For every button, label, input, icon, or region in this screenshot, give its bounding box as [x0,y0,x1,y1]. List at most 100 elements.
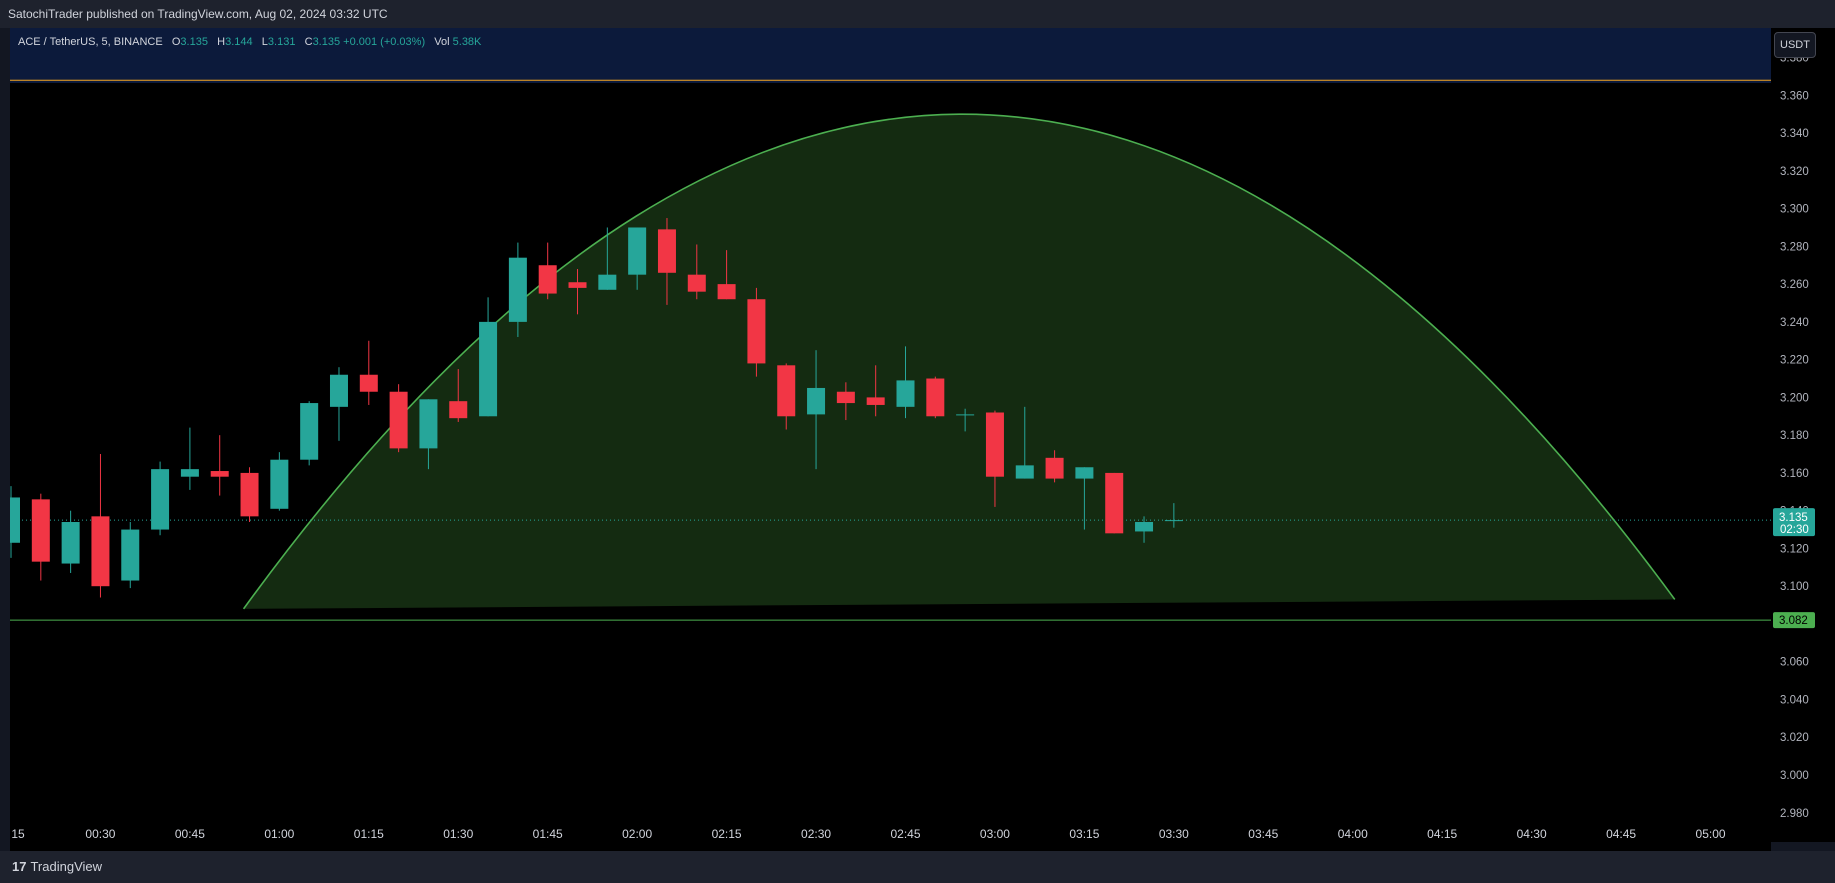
candle-body [926,378,945,417]
price-tick-label: 3.120 [1780,543,1809,555]
high-label: H [217,36,226,48]
high-value: 3.144 [225,36,253,48]
footer-bar: 17 TradingView [0,851,1835,883]
price-tick-label: 3.180 [1780,430,1809,442]
candle-body [61,522,80,564]
price-tick-label: 3.280 [1780,241,1809,253]
current-price-text: 3.135 [1779,512,1808,524]
price-tick-label: 3.100 [1780,581,1809,593]
time-tick-label: 02:15 [712,827,742,841]
time-tick-label: 03:45 [1248,827,1278,841]
price-tick-label: 3.260 [1780,279,1809,291]
price-tick-label: 3.340 [1780,128,1809,140]
candle-body [31,499,50,562]
candle-body [896,380,915,407]
price-tick-label: 3.020 [1780,732,1809,744]
candle-body [747,299,766,364]
candle-body [449,401,468,419]
candle-body [1045,457,1064,479]
candle-body [598,274,617,290]
candle-body [1164,520,1183,522]
publisher-text: SatochiTrader published on TradingView.c… [8,7,388,21]
price-tick-label: 3.040 [1780,694,1809,706]
symbol-legend[interactable]: ACE / TetherUS, 5, BINANCE O 3.135 H3.144… [18,36,481,48]
time-tick-label: 01:15 [354,827,384,841]
candle-body [1015,465,1034,479]
candle-body [479,321,498,417]
time-tick-label: 03:30 [1159,827,1189,841]
candle-body [956,414,975,416]
time-tick-label: 00:45 [175,827,205,841]
volume-label: Vol [434,36,450,48]
price-axis[interactable] [1771,28,1835,842]
candle-body [866,397,885,405]
price-tick-label: 3.300 [1780,204,1809,216]
arc-pattern-curve [242,113,1676,610]
volume-value: 5.38K [452,36,482,48]
time-tick-label: 01:30 [443,827,473,841]
price-tick-label: 3.220 [1780,355,1809,367]
candle-body [1075,467,1094,479]
candle-body [270,459,289,509]
candle-body [628,227,647,275]
time-tick-label: 01:45 [533,827,563,841]
countdown-text: 02:30 [1780,524,1809,536]
tradingview-logo-icon: 17 [12,859,27,874]
support-price-text: 3.082 [1779,615,1808,627]
candle-body [151,469,170,530]
candle-body [1105,472,1124,534]
candle-body [807,387,826,415]
currency-button[interactable]: USDT [1774,32,1816,58]
candle-body [568,282,587,288]
time-tick-label: 00:30 [85,827,115,841]
symbol-name[interactable]: ACE / TetherUS, 5, BINANCE [18,36,163,48]
low-label: L [261,36,268,48]
price-tick-label: 3.320 [1780,166,1809,178]
arc-pattern-fill [243,114,1675,609]
candle-body [91,516,110,587]
current-price-tag [1773,508,1815,537]
candle-body [508,257,527,322]
price-tick-label: 3.240 [1780,317,1809,329]
candle-body [1135,522,1154,532]
time-tick-label: 15 [11,827,25,841]
candle-body [538,265,557,294]
time-tick-label: 04:15 [1427,827,1457,841]
price-tick-label: 3.060 [1780,657,1809,669]
time-tick-label: 05:00 [1696,827,1726,841]
time-tick-label: 02:30 [801,827,831,841]
time-tick-label: 04:00 [1338,827,1368,841]
low-value: 3.131 [267,36,296,48]
time-tick-label: 02:45 [890,827,920,841]
close-value: 3.135 [312,36,341,48]
candle-body [717,284,736,300]
time-tick-label: 04:45 [1606,827,1636,841]
close-label: C [304,36,313,48]
time-tick-label: 01:00 [264,827,294,841]
candle-body [657,229,676,273]
time-tick-label: 04:30 [1517,827,1547,841]
candle-body [180,469,199,477]
price-tick-label: 3.380 [1780,53,1809,65]
candle-body [359,374,378,392]
price-tick-label: 3.000 [1780,770,1809,782]
candle-body [10,497,20,543]
candle-body [300,403,319,460]
time-tick-label: 03:00 [980,827,1010,841]
candle-body [777,365,796,417]
price-tick-label: 3.200 [1780,392,1809,404]
candle-body [240,472,259,517]
change-value: +0.001 (+0.03%) [343,36,426,48]
tradingview-logo-text: TradingView [30,859,103,874]
support-price-tag [1773,612,1815,629]
candle-body [419,399,438,449]
publisher-bar: SatochiTrader published on TradingView.c… [0,0,1835,28]
open-label: O [171,36,181,48]
tradingview-logo[interactable]: 17 TradingView [12,859,102,874]
legend-band [10,28,1771,83]
candle-body [121,529,140,581]
candle-body [836,391,855,404]
price-tick-label: 3.160 [1780,468,1809,480]
candle-body [985,412,1004,477]
